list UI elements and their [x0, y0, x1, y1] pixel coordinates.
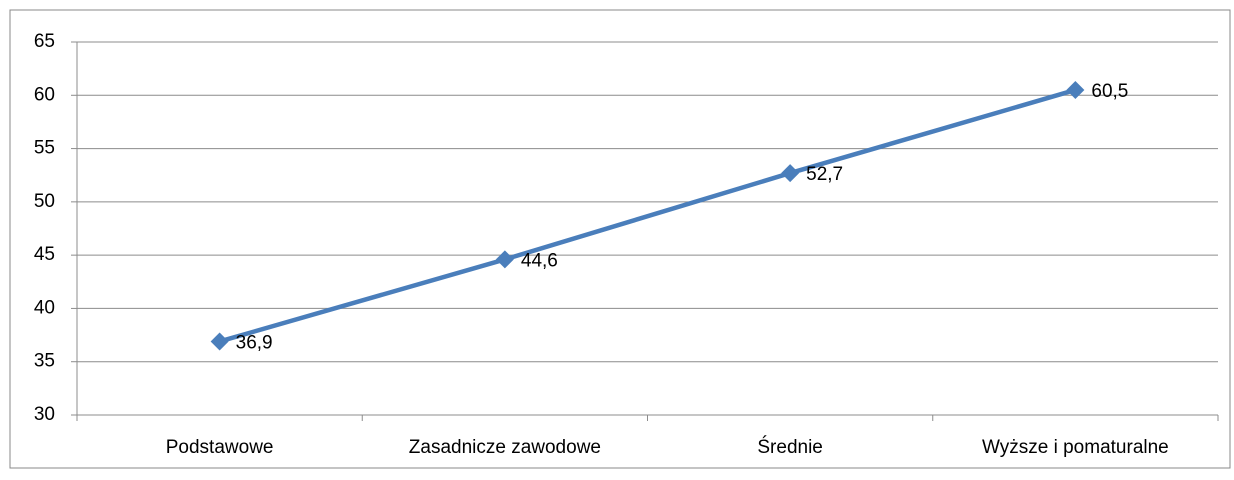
chart-frame: [9, 9, 1231, 469]
x-tick-label: Zasadnicze zawodowe: [409, 437, 601, 458]
x-tick-label: Średnie: [757, 436, 823, 458]
y-tick-label: 30: [34, 404, 55, 425]
marker: [781, 164, 800, 183]
marker: [1066, 80, 1085, 99]
x-tick-label: Wyższe i pomaturalne: [982, 437, 1169, 458]
y-tick-label: 35: [34, 351, 55, 372]
x-tick-label: Podstawowe: [166, 437, 274, 458]
y-tick-label: 40: [34, 297, 55, 318]
y-tick-label: 50: [34, 191, 55, 212]
data-label: 44,6: [521, 250, 558, 271]
y-tick-label: 55: [34, 138, 55, 159]
data-label: 52,7: [806, 164, 843, 185]
y-tick-label: 60: [34, 84, 55, 105]
y-tick-label: 45: [34, 244, 55, 265]
marker: [495, 250, 514, 269]
data-label: 36,9: [236, 332, 273, 353]
marker: [210, 332, 229, 351]
data-label: 60,5: [1091, 81, 1128, 102]
y-tick-label: 65: [34, 31, 55, 52]
data-line: [219, 87, 1077, 344]
